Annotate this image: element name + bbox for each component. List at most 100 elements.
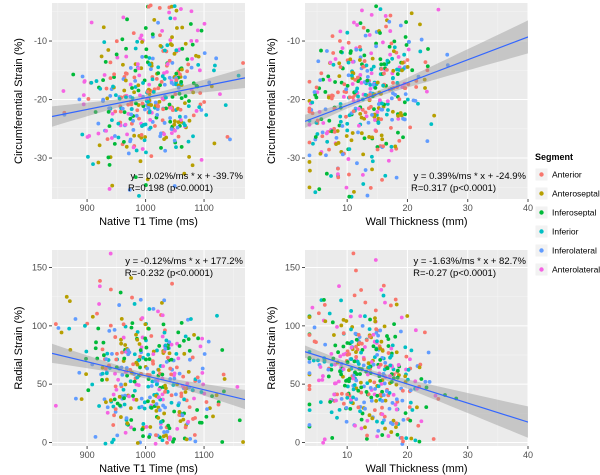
data-point xyxy=(407,405,412,409)
data-point xyxy=(329,362,334,367)
data-point xyxy=(431,437,436,441)
data-point xyxy=(137,73,142,78)
data-point xyxy=(371,64,376,69)
data-point xyxy=(133,85,138,89)
data-point xyxy=(390,343,395,348)
data-point xyxy=(383,300,387,305)
data-point xyxy=(401,418,406,422)
data-point xyxy=(360,8,364,13)
legend-marker xyxy=(539,267,544,272)
data-point xyxy=(153,100,158,105)
data-point xyxy=(375,419,379,424)
data-point xyxy=(307,383,312,388)
data-point xyxy=(359,380,363,385)
data-point xyxy=(424,405,429,410)
data-point xyxy=(162,121,167,125)
data-point xyxy=(344,419,349,424)
data-point xyxy=(382,381,387,386)
data-point xyxy=(376,384,381,389)
x-tick-label: 10 xyxy=(342,203,352,213)
data-point xyxy=(154,408,159,413)
data-point xyxy=(327,147,331,152)
scatter-panel-1: 900 1000 1100 -30 -20 -10 y = 0.02%/ms * x + -… xyxy=(13,3,245,228)
plot-area xyxy=(52,251,245,446)
data-point xyxy=(350,70,355,75)
data-point xyxy=(107,163,112,167)
data-point xyxy=(382,414,387,419)
data-point xyxy=(337,123,342,128)
data-point xyxy=(173,16,177,21)
data-point xyxy=(186,317,190,322)
data-point xyxy=(160,118,165,123)
data-point xyxy=(79,397,84,402)
data-point xyxy=(200,371,205,375)
data-point xyxy=(319,117,324,122)
data-point xyxy=(445,63,450,68)
data-point xyxy=(172,373,176,378)
data-point xyxy=(177,371,182,376)
data-point xyxy=(347,95,352,100)
data-point xyxy=(338,39,342,43)
data-point xyxy=(225,135,230,139)
data-point xyxy=(307,106,312,111)
data-point xyxy=(334,381,338,386)
data-point xyxy=(344,114,348,119)
data-point xyxy=(400,398,405,403)
data-point xyxy=(128,82,133,87)
data-point xyxy=(186,104,191,108)
data-point xyxy=(402,100,407,105)
x-tick-label: 1100 xyxy=(194,450,213,460)
data-point xyxy=(316,358,320,363)
data-point xyxy=(341,352,346,357)
data-point xyxy=(367,327,372,332)
data-point xyxy=(213,63,217,68)
data-point xyxy=(329,410,334,415)
data-point xyxy=(112,397,117,402)
data-point xyxy=(136,383,141,388)
data-point xyxy=(383,173,388,178)
data-point xyxy=(135,62,140,67)
data-point xyxy=(344,90,349,95)
data-point xyxy=(108,76,113,80)
data-point xyxy=(390,56,395,61)
data-point xyxy=(341,331,346,336)
data-point xyxy=(93,346,98,351)
data-point xyxy=(120,106,125,111)
y-tick-label: 150 xyxy=(285,263,300,273)
regression-line xyxy=(305,36,528,122)
data-point xyxy=(404,43,409,47)
data-point xyxy=(318,365,323,369)
data-point xyxy=(169,342,174,347)
data-point xyxy=(419,377,424,381)
data-point xyxy=(367,97,372,102)
data-point xyxy=(86,388,91,393)
data-point xyxy=(110,118,114,122)
legend-item: Anterior xyxy=(534,167,582,182)
data-point xyxy=(144,54,148,59)
data-point xyxy=(369,395,374,400)
data-point xyxy=(401,439,405,444)
data-point xyxy=(385,366,390,370)
data-point xyxy=(363,314,367,319)
data-point xyxy=(114,52,119,57)
y-axis-title: Circumferential Strain (%) xyxy=(13,38,25,164)
data-point xyxy=(350,59,355,64)
data-point xyxy=(151,352,156,356)
data-point xyxy=(381,372,386,376)
data-point xyxy=(351,251,356,256)
data-point xyxy=(374,4,379,9)
data-point xyxy=(389,144,394,149)
data-point xyxy=(162,137,167,142)
legend-marker xyxy=(539,172,544,177)
data-point xyxy=(156,86,161,91)
data-point xyxy=(221,372,226,377)
data-point xyxy=(187,99,191,103)
legend-marker xyxy=(539,248,544,253)
data-point xyxy=(102,73,107,77)
data-point xyxy=(351,109,356,114)
data-point xyxy=(107,124,112,129)
data-point xyxy=(171,383,176,387)
data-point xyxy=(183,123,187,128)
data-point xyxy=(83,323,87,328)
data-point xyxy=(160,372,165,377)
